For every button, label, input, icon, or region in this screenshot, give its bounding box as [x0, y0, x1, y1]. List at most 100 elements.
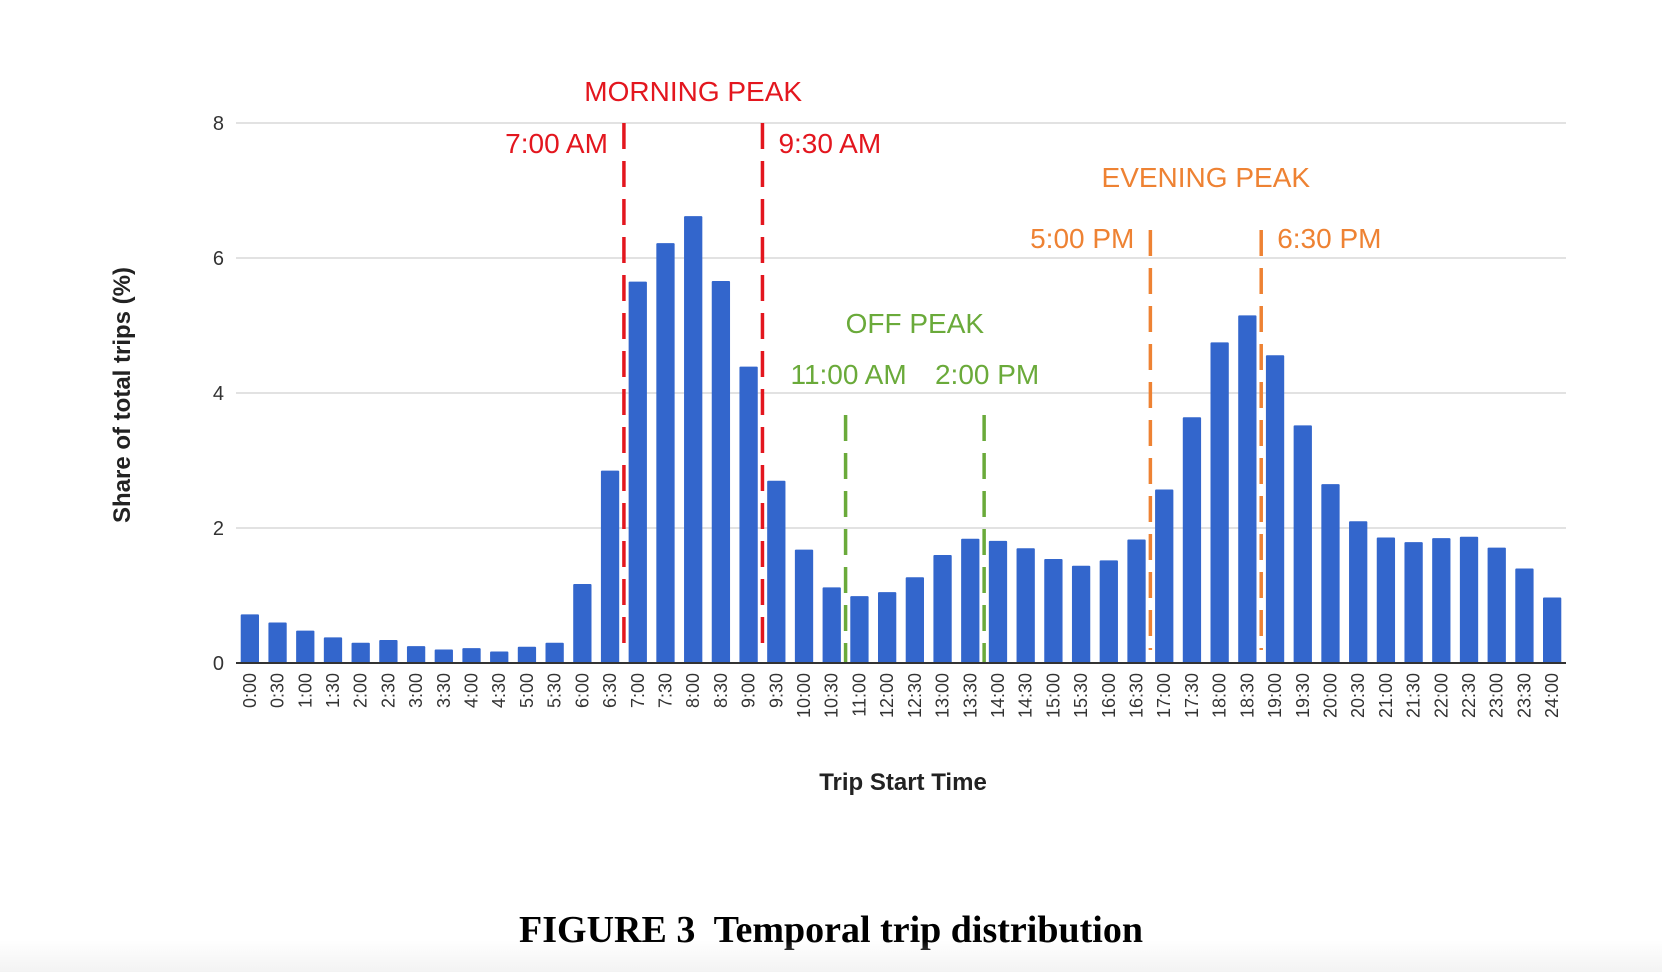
x-tick-label: 19:30: [1293, 673, 1313, 718]
x-tick-label: 0:00: [240, 673, 260, 708]
bar-22:30: [1459, 536, 1479, 663]
x-tick-label: 12:30: [905, 673, 925, 718]
x-tick-label: 10:30: [822, 673, 842, 718]
x-tick-label: 16:30: [1127, 673, 1147, 718]
x-tick-label: 21:30: [1404, 673, 1424, 718]
bar-chart: 0 2 4 6 8 0:00 0:30 1:00 1:30 2:00 2:30 3:00 3:30 4:…: [109, 76, 1566, 796]
y-tick-label: 0: [213, 653, 224, 675]
bar-17:30: [1182, 417, 1202, 663]
bar-7:00: [628, 281, 647, 663]
x-tick-label: 13:00: [933, 673, 953, 718]
offpeak-annotation: 2:00 PM: [935, 359, 1039, 390]
bar-18:00: [1210, 342, 1229, 663]
x-tick-label: 5:30: [545, 673, 565, 708]
bar-8:30: [711, 280, 731, 663]
x-tick-label: 18:00: [1210, 673, 1230, 718]
bar-23:30: [1515, 568, 1534, 663]
bar-17:00: [1155, 489, 1174, 663]
bar-8:00: [684, 216, 703, 663]
bar-13:00: [933, 555, 952, 663]
y-tick-label: 4: [213, 383, 224, 405]
bar-21:00: [1376, 537, 1396, 663]
bar-3:00: [406, 646, 426, 663]
bar-6:30: [600, 470, 620, 663]
y-tick-label: 6: [213, 248, 224, 270]
x-tick-label: 5:00: [517, 673, 537, 708]
x-tick-label: 1:00: [295, 673, 315, 708]
x-tick-label: 20:30: [1348, 673, 1368, 718]
x-tick-label: 23:00: [1487, 673, 1507, 718]
x-tick-label: 22:00: [1431, 673, 1451, 718]
bar-16:00: [1099, 560, 1118, 663]
x-tick-label: 13:30: [960, 673, 980, 718]
x-tick-label: 2:00: [351, 673, 371, 708]
bar-1:30: [323, 637, 343, 663]
x-tick-label: 20:00: [1320, 673, 1340, 718]
bar-9:00: [739, 366, 758, 663]
x-tick-label: 14:30: [1016, 673, 1036, 718]
bar-24:00: [1543, 597, 1562, 663]
x-tick-label: 8:30: [711, 673, 731, 708]
bar-4:00: [462, 648, 481, 663]
x-tick-label: 3:30: [434, 673, 454, 708]
bar-20:30: [1349, 521, 1368, 663]
bar-21:30: [1404, 542, 1423, 663]
bar-22:00: [1432, 538, 1451, 663]
x-axis-title: Trip Start Time: [819, 769, 987, 796]
x-tick-label: 1:30: [323, 673, 343, 708]
y-tick-labels: 0 2 4 6 8: [213, 113, 224, 675]
x-tick-label: 8:00: [683, 673, 703, 708]
evening-annotation: EVENING PEAK: [1102, 162, 1311, 193]
bar-14:30: [1016, 548, 1035, 663]
bar-10:30: [822, 587, 841, 663]
bar-0:00: [240, 614, 259, 663]
peak-divider-lines: [622, 123, 1263, 662]
gridlines: [236, 122, 1566, 529]
x-tick-label: 17:30: [1182, 673, 1202, 718]
bar-20:00: [1321, 484, 1340, 663]
x-tick-label: 19:00: [1265, 673, 1285, 718]
x-tick-label: 16:00: [1099, 673, 1119, 718]
x-tick-label: 3:00: [406, 673, 426, 708]
x-tick-label: 15:30: [1071, 673, 1091, 718]
bar-1:00: [296, 630, 315, 663]
x-tick-label: 2:30: [378, 673, 398, 708]
bar-2:00: [351, 642, 370, 663]
bar-10:00: [794, 549, 814, 663]
bar-11:00: [850, 596, 869, 663]
bar-12:30: [905, 577, 924, 663]
bar-12:00: [878, 592, 897, 663]
x-tick-label: 10:00: [794, 673, 814, 718]
x-tick-label: 21:00: [1376, 673, 1396, 718]
bar-5:30: [545, 642, 564, 663]
x-tick-label: 23:30: [1514, 673, 1534, 718]
x-tick-label: 15:00: [1043, 673, 1063, 718]
y-axis-title: Share of total trips (%): [109, 267, 136, 523]
bar-19:30: [1293, 425, 1312, 663]
bar-2:30: [379, 640, 398, 663]
bar-23:00: [1487, 547, 1506, 663]
bar-9:30: [767, 480, 786, 663]
x-tick-label: 6:30: [600, 673, 620, 708]
bar-series: [240, 216, 1562, 663]
x-tick-label: 18:30: [1237, 673, 1257, 718]
x-tick-label: 7:00: [628, 673, 648, 708]
bar-15:00: [1044, 559, 1063, 663]
bar-4:30: [490, 651, 509, 663]
offpeak-annotation: 11:00 AM: [790, 359, 906, 390]
x-tick-label: 6:00: [572, 673, 592, 708]
y-tick-label: 8: [213, 113, 224, 135]
x-tick-label: 4:00: [462, 673, 482, 708]
evening-annotation: 5:00 PM: [1030, 223, 1134, 254]
x-tick-label: 7:30: [655, 673, 675, 708]
x-tick-label: 9:00: [739, 673, 759, 708]
x-tick-label: 14:00: [988, 673, 1008, 718]
offpeak-annotation: OFF PEAK: [846, 308, 985, 339]
x-tick-label: 4:30: [489, 673, 509, 708]
bar-16:30: [1127, 539, 1146, 663]
peak-annotations: MORNING PEAK OFF PEAK EVENING PEAK 7:00 AM 9…: [505, 76, 1381, 390]
x-tick-label: 17:00: [1154, 673, 1174, 718]
bar-13:30: [961, 538, 980, 663]
bar-18:30: [1238, 315, 1257, 663]
